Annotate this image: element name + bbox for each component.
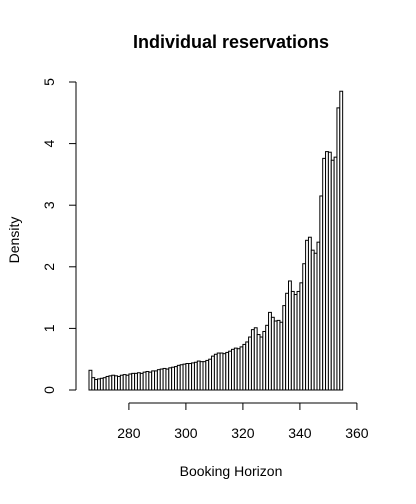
y-axis-label: Density — [6, 217, 22, 264]
y-tick-label: 2 — [41, 263, 57, 271]
y-axis: 0 1 2 3 4 5 — [41, 78, 77, 394]
x-axis: 280 300 320 340 360 — [117, 402, 369, 441]
y-tick-label: 1 — [41, 324, 57, 332]
x-tick-label: 360 — [345, 425, 369, 441]
x-tick-label: 320 — [231, 425, 255, 441]
y-tick-label: 5 — [41, 78, 57, 86]
x-tick-label: 340 — [288, 425, 312, 441]
y-tick-label: 3 — [41, 201, 57, 209]
x-tick-label: 300 — [174, 425, 198, 441]
x-tick-label: 280 — [117, 425, 141, 441]
histogram-bars — [88, 90, 344, 391]
chart-title: Individual reservations — [133, 32, 329, 52]
histogram-bar — [339, 90, 344, 391]
x-axis-label: Booking Horizon — [180, 463, 283, 479]
y-tick-label: 0 — [41, 386, 57, 394]
y-tick-label: 4 — [41, 139, 57, 147]
